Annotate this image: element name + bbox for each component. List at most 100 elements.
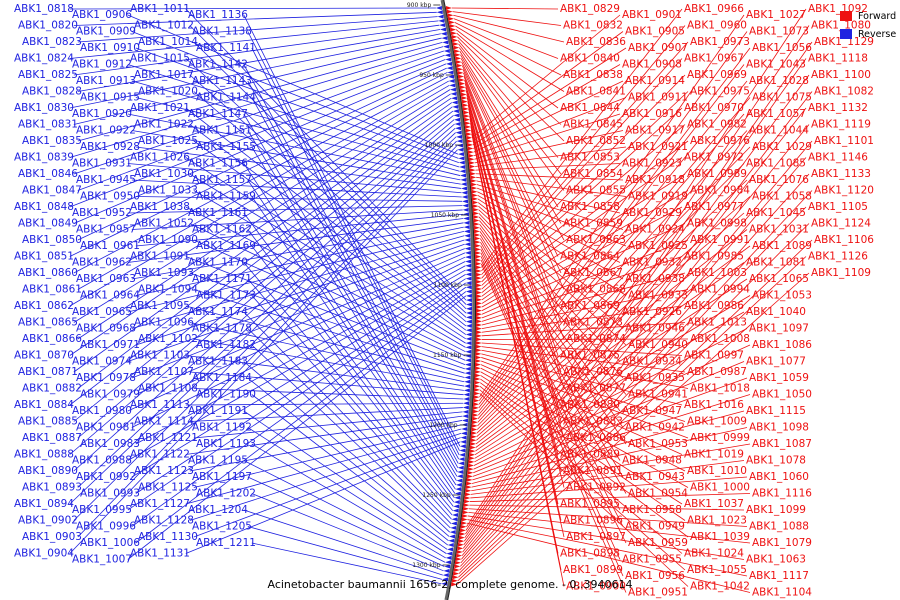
reverse-gene-label[interactable]: ABK1_0922 [76, 125, 136, 137]
forward-gene-label[interactable]: ABK1_0845 [563, 119, 623, 131]
reverse-gene-label[interactable]: ABK1_0952 [72, 207, 132, 219]
forward-gene-label[interactable]: ABK1_1126 [808, 251, 868, 263]
reverse-gene-label[interactable]: ABK1_1017 [134, 69, 194, 81]
forward-gene-label[interactable]: ABK1_0919 [628, 191, 688, 203]
reverse-gene-label[interactable]: ABK1_1127 [130, 498, 190, 510]
reverse-gene-label[interactable]: ABK1_1136 [188, 9, 248, 21]
reverse-gene-label[interactable]: ABK1_1113 [130, 399, 190, 411]
reverse-gene-label[interactable]: ABK1_1052 [134, 218, 194, 230]
reverse-gene-label[interactable]: ABK1_1195 [188, 455, 248, 467]
forward-gene-label[interactable]: ABK1_0976 [690, 135, 750, 147]
forward-gene-label[interactable]: ABK1_0921 [628, 141, 688, 153]
reverse-gene-label[interactable]: ABK1_0824 [14, 53, 74, 65]
forward-gene-label[interactable]: ABK1_0898 [560, 548, 620, 560]
forward-gene-label[interactable]: ABK1_0844 [560, 102, 620, 114]
forward-gene-label[interactable]: ABK1_1124 [811, 218, 871, 230]
reverse-gene-label[interactable]: ABK1_0870 [14, 350, 74, 362]
reverse-gene-label[interactable]: ABK1_1114 [134, 416, 194, 428]
reverse-gene-label[interactable]: ABK1_0894 [14, 498, 74, 510]
reverse-gene-label[interactable]: ABK1_1202 [196, 488, 256, 500]
reverse-gene-label[interactable]: ABK1_1197 [192, 471, 252, 483]
forward-gene-label[interactable]: ABK1_1133 [811, 168, 871, 180]
reverse-gene-label[interactable]: ABK1_0893 [22, 482, 82, 494]
forward-gene-label[interactable]: ABK1_0841 [566, 86, 626, 98]
forward-gene-label[interactable]: ABK1_0966 [684, 3, 744, 15]
forward-gene-label[interactable]: ABK1_1132 [808, 102, 868, 114]
reverse-gene-label[interactable]: ABK1_0860 [18, 267, 78, 279]
reverse-gene-label[interactable]: ABK1_0906 [72, 9, 132, 21]
reverse-gene-label[interactable]: ABK1_0861 [22, 284, 82, 296]
reverse-gene-label[interactable]: ABK1_1007 [72, 554, 132, 566]
forward-gene-label[interactable]: ABK1_0896 [563, 515, 623, 527]
reverse-gene-label[interactable]: ABK1_0831 [18, 119, 78, 131]
reverse-gene-label[interactable]: ABK1_1093 [134, 267, 194, 279]
forward-gene-label[interactable]: ABK1_1039 [690, 531, 750, 543]
reverse-gene-label[interactable]: ABK1_0988 [72, 455, 132, 467]
forward-gene-label[interactable]: ABK1_0900 [566, 581, 626, 593]
reverse-gene-label[interactable]: ABK1_1162 [192, 224, 252, 236]
forward-gene-label[interactable]: ABK1_0982 [687, 119, 747, 131]
forward-gene-label[interactable]: ABK1_1101 [814, 135, 874, 147]
reverse-gene-label[interactable]: ABK1_0825 [18, 69, 78, 81]
forward-gene-label[interactable]: ABK1_1100 [811, 69, 871, 81]
reverse-gene-label[interactable]: ABK1_1190 [196, 389, 256, 401]
reverse-gene-label[interactable]: ABK1_1173 [196, 290, 256, 302]
reverse-gene-label[interactable]: ABK1_0820 [18, 20, 78, 32]
reverse-gene-label[interactable]: ABK1_0980 [72, 405, 132, 417]
forward-gene-label[interactable]: ABK1_0889 [560, 449, 620, 461]
reverse-gene-label[interactable]: ABK1_0979 [80, 389, 140, 401]
reverse-gene-label[interactable]: ABK1_1141 [196, 42, 256, 54]
forward-gene-label[interactable]: ABK1_1089 [752, 240, 812, 252]
reverse-gene-label[interactable]: ABK1_1131 [130, 548, 190, 560]
reverse-gene-label[interactable]: ABK1_0850 [22, 234, 82, 246]
forward-gene-label[interactable]: ABK1_0967 [684, 53, 744, 65]
forward-gene-label[interactable]: ABK1_1009 [687, 416, 747, 428]
reverse-gene-label[interactable]: ABK1_0974 [72, 356, 132, 368]
forward-gene-label[interactable]: ABK1_1003 [687, 267, 747, 279]
forward-gene-label[interactable]: ABK1_1019 [684, 449, 744, 461]
reverse-gene-label[interactable]: ABK1_1170 [188, 257, 248, 269]
reverse-gene-label[interactable]: ABK1_0835 [22, 135, 82, 147]
forward-gene-label[interactable]: ABK1_1053 [752, 290, 812, 302]
forward-gene-label[interactable]: ABK1_0986 [684, 300, 744, 312]
forward-gene-label[interactable]: ABK1_0914 [625, 75, 685, 87]
reverse-gene-label[interactable]: ABK1_0882 [22, 383, 82, 395]
forward-gene-label[interactable]: ABK1_1109 [811, 267, 871, 279]
forward-gene-label[interactable]: ABK1_0999 [690, 432, 750, 444]
reverse-gene-label[interactable]: ABK1_0885 [18, 416, 78, 428]
forward-gene-label[interactable]: ABK1_1104 [752, 587, 812, 599]
forward-gene-label[interactable]: ABK1_0948 [622, 455, 682, 467]
reverse-gene-label[interactable]: ABK1_0823 [22, 36, 82, 48]
forward-gene-label[interactable]: ABK1_0876 [563, 366, 623, 378]
forward-gene-label[interactable]: ABK1_1129 [814, 36, 874, 48]
forward-gene-label[interactable]: ABK1_0877 [566, 383, 626, 395]
forward-gene-label[interactable]: ABK1_0863 [566, 234, 626, 246]
forward-gene-label[interactable]: ABK1_0901 [622, 9, 682, 21]
reverse-gene-label[interactable]: ABK1_0945 [76, 174, 136, 186]
reverse-gene-label[interactable]: ABK1_0865 [18, 317, 78, 329]
forward-gene-label[interactable]: ABK1_0998 [687, 218, 747, 230]
forward-gene-label[interactable]: ABK1_0972 [684, 152, 744, 164]
forward-gene-label[interactable]: ABK1_0938 [625, 273, 685, 285]
forward-gene-label[interactable]: ABK1_0836 [566, 36, 626, 48]
forward-gene-label[interactable]: ABK1_0917 [625, 125, 685, 137]
reverse-gene-label[interactable]: ABK1_1094 [138, 284, 198, 296]
forward-gene-label[interactable]: ABK1_1058 [752, 191, 812, 203]
forward-gene-label[interactable]: ABK1_1060 [749, 471, 809, 483]
reverse-gene-label[interactable]: ABK1_0978 [76, 372, 136, 384]
reverse-gene-label[interactable]: ABK1_0910 [80, 42, 140, 54]
reverse-gene-label[interactable]: ABK1_0992 [76, 471, 136, 483]
reverse-gene-label[interactable]: ABK1_0830 [14, 102, 74, 114]
reverse-gene-label[interactable]: ABK1_0871 [18, 366, 78, 378]
forward-gene-label[interactable]: ABK1_1077 [746, 356, 806, 368]
forward-gene-label[interactable]: ABK1_0987 [687, 366, 747, 378]
forward-gene-label[interactable]: ABK1_0955 [622, 554, 682, 566]
forward-gene-label[interactable]: ABK1_1086 [752, 339, 812, 351]
forward-gene-label[interactable]: ABK1_0854 [563, 168, 623, 180]
forward-gene-label[interactable]: ABK1_1118 [808, 53, 868, 65]
reverse-gene-label[interactable]: ABK1_0849 [18, 218, 78, 230]
reverse-gene-label[interactable]: ABK1_1038 [130, 201, 190, 213]
forward-gene-label[interactable]: ABK1_0925 [628, 240, 688, 252]
forward-gene-label[interactable]: ABK1_0840 [560, 53, 620, 65]
forward-gene-label[interactable]: ABK1_0943 [625, 471, 685, 483]
